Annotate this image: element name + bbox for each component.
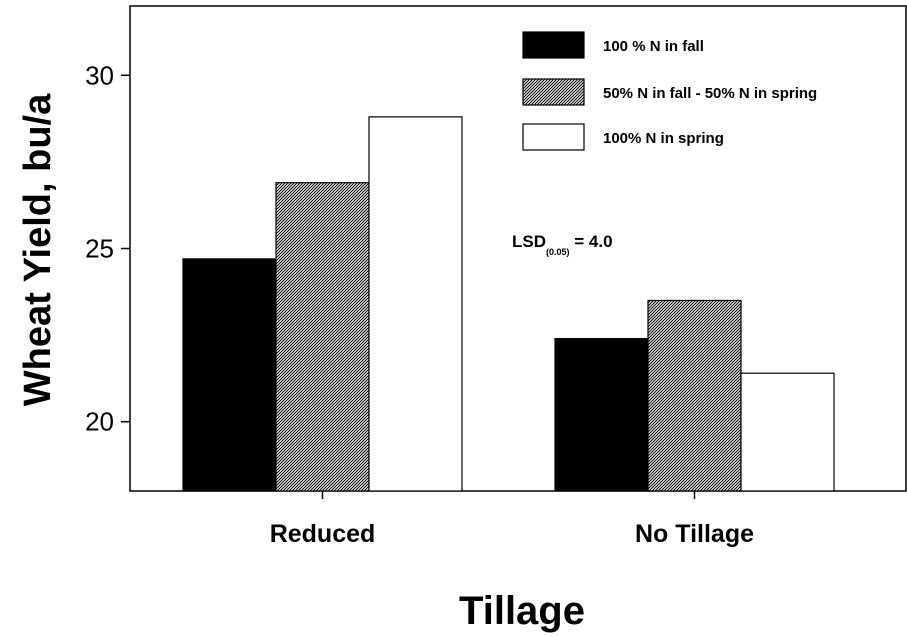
x-axis-title: Tillage [459, 589, 585, 633]
y-axis: 20 25 30 [85, 60, 130, 437]
x-axis: Reduced No Tillage [270, 491, 754, 548]
bar-1-reduced [182, 258, 277, 492]
annotation-lsd: LSD(0.05) = 4.0 [512, 232, 613, 257]
y-tick-label: 25 [85, 234, 114, 264]
legend-label-1: 100 % N in fall [603, 38, 704, 55]
legend-label-3: 100% N in spring [603, 130, 724, 147]
bars [182, 116, 835, 492]
x-tick-label: Reduced [270, 520, 376, 548]
annotation-lsd-subscript: (0.05) [546, 247, 570, 257]
bar-2-no-tillage [647, 299, 742, 492]
legend-swatch-3 [522, 123, 585, 151]
legend-swatch-2 [522, 78, 585, 106]
legend-swatch-1 [522, 31, 585, 59]
bar-3-no-tillage [740, 372, 835, 492]
y-tick-label: 20 [85, 407, 114, 437]
x-tick-label: No Tillage [635, 520, 754, 548]
bar-1-no-tillage [554, 337, 649, 492]
legend: 100 % N in fall 50% N in fall - 50% N in … [522, 31, 817, 151]
y-axis-title: Wheat Yield, bu/a [17, 93, 59, 406]
y-tick-label: 30 [85, 60, 114, 90]
bar-2-reduced [275, 182, 370, 492]
legend-label-2: 50% N in fall - 50% N in spring [603, 85, 817, 102]
bar-3-reduced [368, 116, 463, 492]
